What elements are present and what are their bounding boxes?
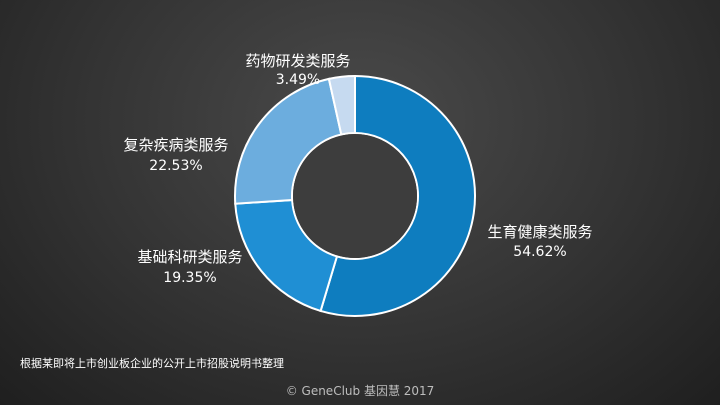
slice-value-label-3: 22.53% (149, 158, 202, 174)
donut-slice-3 (234, 77, 343, 205)
slice-name-label-3: 复杂疾病类服务 (123, 136, 228, 154)
source-note: 根据某即将上市创业板企业的公开上市招股说明书整理 (20, 357, 284, 370)
slice-name-label-1: 生育健康类服务 (487, 223, 592, 241)
slice-name-label-2: 基础科研类服务 (137, 248, 242, 266)
copyright-footer: © GeneClub 基因慧 2017 (285, 384, 435, 398)
donut-slice-1 (319, 74, 476, 317)
slice-value-label-4: 3.49% (276, 72, 320, 88)
slice-name-label-4: 药物研发类服务 (245, 52, 350, 70)
donut-hole (293, 134, 417, 258)
slice-value-label-1: 54.62% (513, 244, 566, 260)
slice-value-label-2: 19.35% (163, 270, 216, 286)
donut-slice-4 (327, 74, 356, 136)
